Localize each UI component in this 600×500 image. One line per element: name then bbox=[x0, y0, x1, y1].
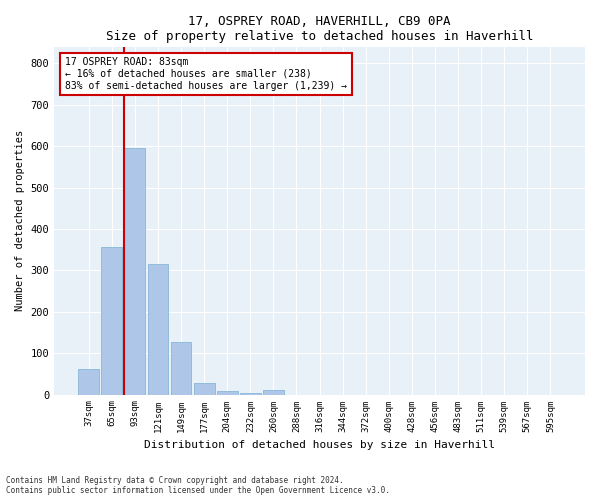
Bar bbox=[148, 264, 169, 394]
Text: 17 OSPREY ROAD: 83sqm
← 16% of detached houses are smaller (238)
83% of semi-det: 17 OSPREY ROAD: 83sqm ← 16% of detached … bbox=[65, 58, 347, 90]
Bar bbox=[217, 391, 238, 394]
X-axis label: Distribution of detached houses by size in Haverhill: Distribution of detached houses by size … bbox=[144, 440, 495, 450]
Bar bbox=[170, 342, 191, 394]
Text: Contains HM Land Registry data © Crown copyright and database right 2024.
Contai: Contains HM Land Registry data © Crown c… bbox=[6, 476, 390, 495]
Bar bbox=[194, 384, 215, 394]
Bar bbox=[78, 369, 99, 394]
Bar bbox=[124, 148, 145, 394]
Bar bbox=[101, 247, 122, 394]
Y-axis label: Number of detached properties: Number of detached properties bbox=[15, 130, 25, 312]
Title: 17, OSPREY ROAD, HAVERHILL, CB9 0PA
Size of property relative to detached houses: 17, OSPREY ROAD, HAVERHILL, CB9 0PA Size… bbox=[106, 15, 533, 43]
Bar bbox=[263, 390, 284, 394]
